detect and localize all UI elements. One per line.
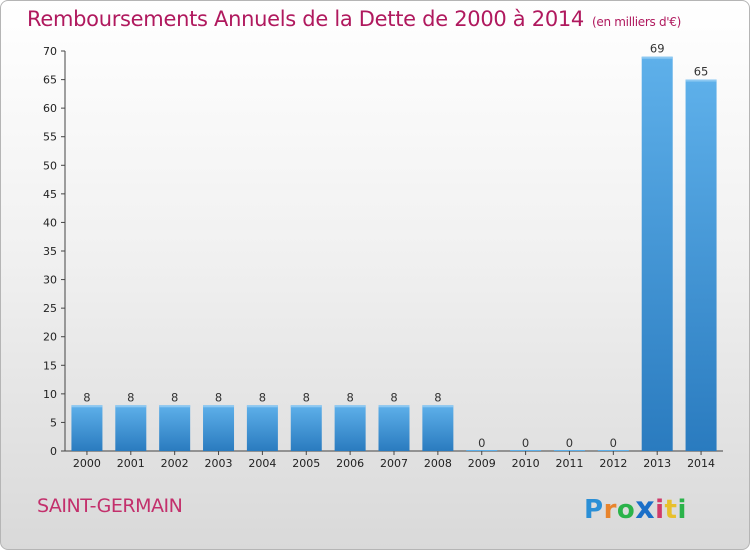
bar [159,405,191,451]
bar-highlight [246,405,278,408]
y-tick-label: 50 [43,159,57,172]
bar [685,79,717,452]
bar-highlight [203,405,235,408]
y-tick-label: 30 [43,274,57,287]
y-axis: 0 5 10 15 20 25 30 35 40 45 50 55 60 65 70 [43,45,66,458]
x-tick-label: 2014 [687,457,715,470]
proxiti-logo: Proxiti [584,491,687,526]
y-tick-label: 35 [43,245,57,258]
bar-value-label: 0 [566,436,573,450]
y-tick-label: 65 [43,74,57,87]
bar [510,450,542,451]
y-tick-label: 60 [43,102,57,115]
x-tick-label: 2001 [117,457,145,470]
logo-letter: x [635,491,656,526]
bar-value-label: 69 [650,42,665,56]
x-tick-label: 2013 [643,457,671,470]
x-tick-label: 2002 [161,457,189,470]
y-tick-label: 55 [43,131,57,144]
bar-highlight [334,405,366,408]
x-tick-label: 2000 [73,457,101,470]
bar [334,405,366,451]
x-tick-label: 2008 [424,457,452,470]
bar-highlight [641,56,673,59]
x-tick-label: 2004 [248,457,276,470]
bar-highlight [422,405,454,408]
logo-letter: t [664,495,678,525]
bar [290,405,322,451]
chart-title: Remboursements Annuels de la Dette de 20… [27,7,681,31]
x-tick-label: 2005 [292,457,320,470]
y-tick-label: 70 [43,45,57,58]
logo-letter: i [655,495,665,525]
x-tick-label: 2007 [380,457,408,470]
bar-value-label: 0 [610,436,617,450]
chart-subtitle: (en milliers d'€) [592,15,682,29]
y-tick-label: 20 [43,331,57,344]
y-tick-label: 10 [43,388,57,401]
y-tick-label: 0 [50,445,57,458]
bar-value-label: 8 [434,390,441,404]
bar [553,450,585,451]
bar-value-label: 8 [215,390,222,404]
bar-highlight [115,405,147,408]
bar-value-label: 65 [694,65,709,79]
bar [597,450,629,451]
bar [246,405,278,451]
bar-value-label: 8 [346,390,353,404]
bar-value-label: 8 [127,390,134,404]
bar-value-label: 8 [83,390,90,404]
logo-letter: i [677,495,687,525]
bar-highlight [71,405,103,408]
bar [378,405,410,451]
y-tick-label: 5 [50,416,57,429]
value-labels: 8 8 8 8 8 8 8 8 8 0 0 0 0 69 65 [83,42,708,450]
bar-value-label: 8 [171,390,178,404]
bar-value-label: 0 [478,436,485,450]
y-tick-label: 15 [43,359,57,372]
bar-highlight [290,405,322,408]
logo-letter: o [616,495,636,525]
x-tick-label: 2012 [599,457,627,470]
y-tick-label: 25 [43,302,57,315]
bar [422,405,454,451]
bars [71,56,717,452]
bar-value-label: 8 [303,390,310,404]
logo-letter: P [584,495,604,525]
bar-highlight [159,405,191,408]
x-tick-label: 2006 [336,457,364,470]
x-axis: 2000 2001 2002 2003 2004 2005 2006 2007 2008 2009… [65,450,723,470]
bar [203,405,235,451]
x-tick-label: 2003 [205,457,233,470]
chart-title-text: Remboursements Annuels de la Dette de 20… [27,7,584,31]
bar [115,405,147,451]
logo-letter: r [603,495,617,525]
y-tick-label: 40 [43,216,57,229]
commune-name: SAINT-GERMAIN [37,495,183,517]
bar-value-label: 0 [522,436,529,450]
bar-value-label: 8 [390,390,397,404]
bar [641,56,673,451]
bar [466,450,498,451]
bar [71,405,103,451]
bar-highlight [378,405,410,408]
x-tick-label: 2011 [555,457,583,470]
x-tick-label: 2009 [468,457,496,470]
y-tick-label: 45 [43,188,57,201]
x-tick-label: 2010 [512,457,540,470]
bar-highlight [685,79,717,82]
bar-value-label: 8 [259,390,266,404]
